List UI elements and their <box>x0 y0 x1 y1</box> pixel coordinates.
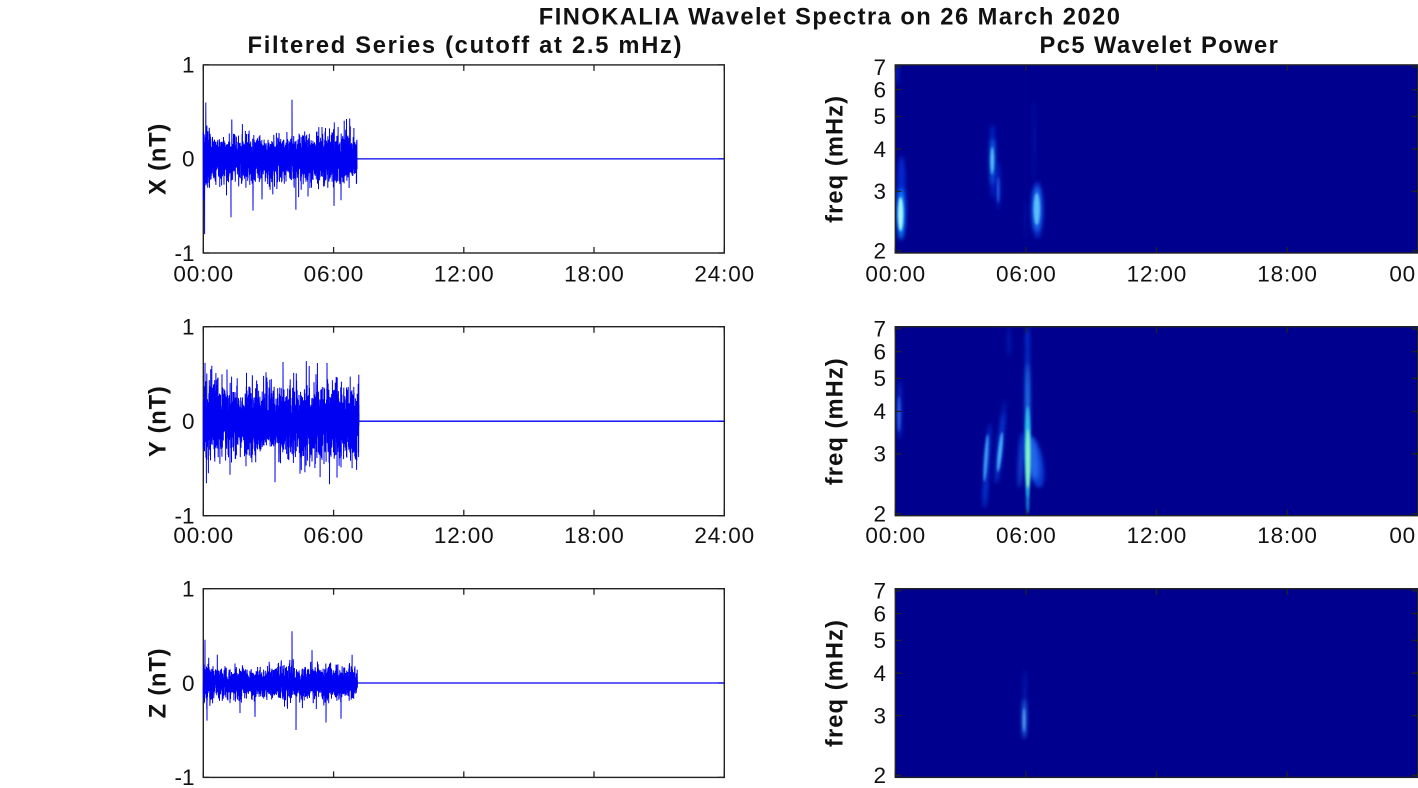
svg-text:12:00: 12:00 <box>434 262 495 287</box>
svg-text:Pc5 Wavelet Power: Pc5 Wavelet Power <box>1039 33 1279 59</box>
svg-text:06:00: 06:00 <box>304 523 365 548</box>
svg-text:0: 0 <box>182 147 195 172</box>
svg-text:1: 1 <box>182 314 195 339</box>
svg-text:7: 7 <box>873 579 886 604</box>
svg-text:freq (mHz): freq (mHz) <box>822 357 848 485</box>
svg-text:3: 3 <box>873 179 886 204</box>
svg-text:00:00: 00:00 <box>1389 523 1418 548</box>
svg-text:5: 5 <box>873 104 886 129</box>
svg-text:24:00: 24:00 <box>694 523 755 548</box>
svg-text:00:00: 00:00 <box>865 523 926 548</box>
svg-text:00:00: 00:00 <box>865 262 926 287</box>
svg-text:-1: -1 <box>174 504 194 529</box>
svg-text:Y (nT): Y (nT) <box>146 385 172 457</box>
svg-text:4: 4 <box>873 137 886 162</box>
svg-text:Z (nT): Z (nT) <box>146 648 172 719</box>
svg-text:freq (mHz): freq (mHz) <box>822 619 848 747</box>
svg-text:18:00: 18:00 <box>1257 262 1318 287</box>
svg-text:4: 4 <box>873 399 886 424</box>
svg-text:7: 7 <box>873 55 886 80</box>
svg-text:00:00: 00:00 <box>173 523 234 548</box>
svg-text:6: 6 <box>873 601 886 626</box>
svg-text:12:00: 12:00 <box>1127 523 1188 548</box>
svg-text:06:00: 06:00 <box>996 523 1057 548</box>
svg-text:5: 5 <box>873 366 886 391</box>
svg-text:0: 0 <box>182 409 195 434</box>
svg-text:06:00: 06:00 <box>996 262 1057 287</box>
svg-text:freq (mHz): freq (mHz) <box>822 95 848 223</box>
svg-text:2: 2 <box>873 239 886 264</box>
svg-text:-1: -1 <box>174 241 194 266</box>
svg-text:-1: -1 <box>174 765 194 788</box>
svg-text:3: 3 <box>873 442 886 467</box>
svg-text:24:00: 24:00 <box>694 262 755 287</box>
svg-text:12:00: 12:00 <box>1127 262 1188 287</box>
svg-text:X (nT): X (nT) <box>146 123 172 195</box>
svg-text:00:00: 00:00 <box>1389 262 1418 287</box>
svg-text:3: 3 <box>873 703 886 728</box>
svg-text:2: 2 <box>873 763 886 788</box>
svg-text:06:00: 06:00 <box>304 262 365 287</box>
svg-text:0: 0 <box>182 671 195 696</box>
svg-text:FINOKALIA Wavelet Spectra on 2: FINOKALIA Wavelet Spectra on 26 March 20… <box>539 5 1122 31</box>
svg-text:6: 6 <box>873 339 886 364</box>
svg-text:Filtered Series (cutoff at 2.5: Filtered Series (cutoff at 2.5 mHz) <box>248 33 684 59</box>
svg-text:1: 1 <box>182 577 195 602</box>
svg-text:18:00: 18:00 <box>1257 523 1318 548</box>
svg-text:7: 7 <box>873 317 886 342</box>
svg-text:4: 4 <box>873 661 886 686</box>
svg-text:2: 2 <box>873 501 886 526</box>
svg-text:6: 6 <box>873 77 886 102</box>
svg-text:00:00: 00:00 <box>173 262 234 287</box>
svg-text:18:00: 18:00 <box>564 262 625 287</box>
svg-text:18:00: 18:00 <box>564 523 625 548</box>
svg-text:12:00: 12:00 <box>434 523 495 548</box>
svg-text:5: 5 <box>873 628 886 653</box>
svg-text:1: 1 <box>182 53 195 78</box>
